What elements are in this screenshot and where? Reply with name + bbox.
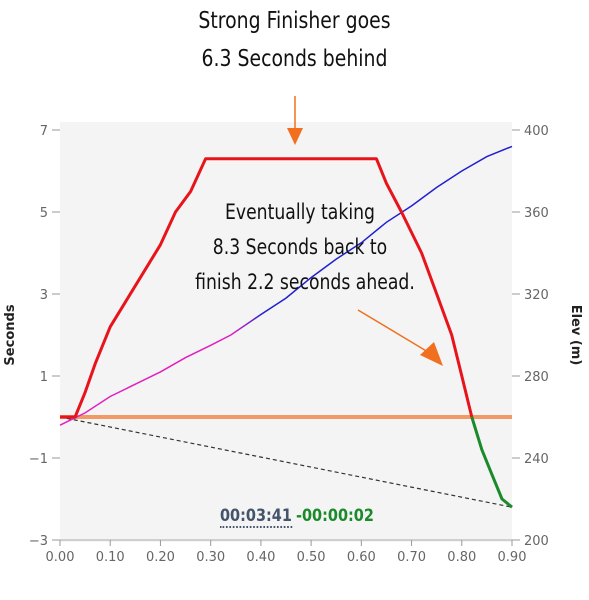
left-tick-label: 5: [40, 206, 48, 221]
left-tick-label: 1: [40, 370, 48, 385]
x-tick-label: 0.70: [397, 550, 426, 565]
left-axis: −3 −1 1 3 5 7: [29, 124, 60, 549]
x-tick-label: 0.60: [347, 550, 376, 565]
left-tick-label: −3: [29, 534, 48, 549]
x-tick-label: 0.40: [246, 550, 275, 565]
gap-line-green: [470, 416, 513, 509]
mid-arrow-head: [420, 342, 443, 366]
delta-time: -00:00:02: [296, 506, 374, 526]
x-tick-label: 0.80: [447, 550, 476, 565]
series-layer: [59, 145, 513, 509]
top-arrow-head: [287, 128, 303, 145]
left-tick-label: 7: [40, 124, 48, 139]
right-axis-title: Elev (m): [568, 305, 583, 366]
right-tick-label: 360: [524, 206, 549, 221]
left-axis-title: Seconds: [3, 304, 18, 365]
plot-background: [60, 122, 512, 542]
annotation-top-line2: 6.3 Seconds behind: [201, 46, 388, 72]
annotation-mid-line1: Eventually taking: [225, 200, 375, 224]
x-tick-label: 0.00: [46, 550, 75, 565]
x-axis: 0.00 0.10 0.20 0.30 0.40 0.50 0.60 0.70 0.80 0.90: [46, 539, 527, 565]
arrows: [287, 96, 443, 366]
annotation-top-line1: Strong Finisher goes: [198, 8, 391, 34]
right-tick-label: 200: [524, 534, 549, 549]
elevation-line: [59, 145, 513, 426]
right-tick-label: 280: [524, 370, 549, 385]
x-tick-label: 0.20: [146, 550, 175, 565]
x-tick-label: 0.30: [196, 550, 225, 565]
mid-arrow-shaft: [357, 309, 429, 353]
right-tick-label: 240: [524, 452, 549, 467]
gap-line-red: [60, 157, 474, 419]
right-tick-label: 400: [524, 124, 549, 139]
annotation-mid-line3: finish 2.2 seconds ahead.: [195, 270, 415, 294]
right-tick-label: 320: [524, 288, 549, 303]
x-tick-label: 0.50: [297, 550, 326, 565]
elapsed-time: 00:03:41: [220, 506, 292, 528]
left-tick-label: 3: [40, 288, 48, 303]
left-tick-label: −1: [29, 452, 48, 467]
annotation-mid-line2: 8.3 Seconds back to: [212, 235, 388, 259]
x-tick-label: 0.90: [498, 550, 527, 565]
right-axis: 200 240 280 320 360 400: [512, 124, 549, 549]
x-tick-label: 0.10: [96, 550, 125, 565]
